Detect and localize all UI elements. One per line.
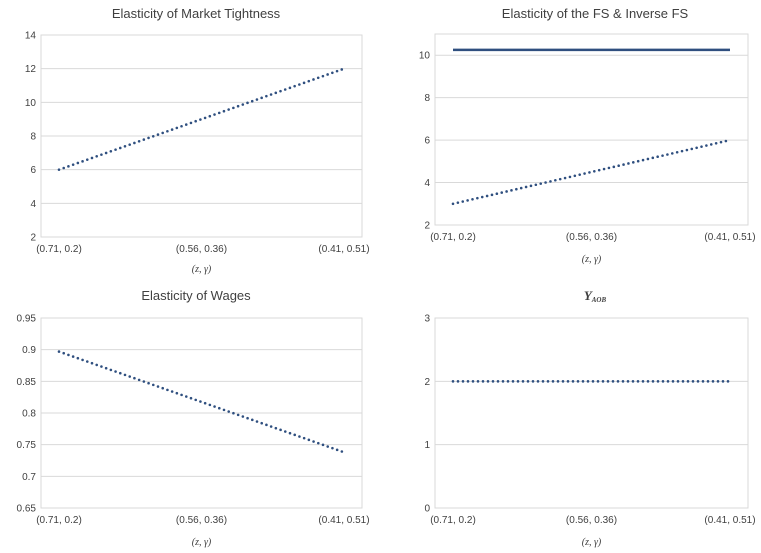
x-tick-label: (0.41, 0.51): [318, 515, 369, 526]
dotted-series-line: [57, 350, 346, 454]
x-tick-label: (0.71, 0.2): [430, 515, 476, 526]
y-tick-label: 2: [424, 377, 430, 388]
y-tick-label: 3: [424, 314, 430, 325]
chart-title: Elasticity of the FS & Inverse FS: [502, 6, 689, 21]
chart-panel-1: Elasticity of Market Tightness 2 4 6 8 10 12 14…: [25, 6, 370, 275]
x-tick-label: (0.71, 0.2): [36, 515, 82, 526]
y-tick-label: 0: [424, 504, 430, 515]
dotted-series-line: [451, 138, 732, 206]
y-tick-label: 14: [25, 31, 37, 42]
y-tick-label: 8: [30, 132, 36, 143]
x-tick-label: (0.56, 0.36): [176, 515, 227, 526]
dotted-series-line: [57, 67, 346, 171]
y-tick-label: 8: [424, 93, 430, 104]
y-tick-label: 0.65: [17, 504, 37, 515]
y-tick-label: 12: [25, 64, 37, 75]
plot-area: [434, 33, 749, 226]
y-tick-label: 0.75: [17, 440, 37, 451]
x-tick-label: (0.56, 0.36): [176, 244, 227, 255]
plot-area: [40, 317, 363, 509]
chart-panel-4: ΥAOB 0 1 2 3 (0.71, 0.2) (0.56, 0.36) (0.41, 0.…: [424, 288, 755, 548]
x-tick-label: (0.41, 0.51): [704, 232, 755, 243]
y-tick-label: 4: [424, 178, 430, 189]
x-axis-label: (z, γ): [582, 254, 602, 265]
y-tick-label: 2: [424, 221, 430, 232]
x-tick-label: (0.71, 0.2): [36, 244, 82, 255]
x-axis-label: (z, γ): [192, 264, 212, 275]
x-tick-label: (0.71, 0.2): [430, 232, 476, 243]
y-tick-label: 0.7: [22, 472, 36, 483]
y-tick-label: 2: [30, 233, 36, 244]
x-tick-label: (0.41, 0.51): [318, 244, 369, 255]
y-tick-label: 0.95: [17, 314, 37, 325]
y-tick-label: 4: [30, 199, 36, 210]
y-tick-label: 0.9: [22, 345, 36, 356]
y-tick-label: 6: [424, 136, 430, 147]
x-axis-label: (z, γ): [582, 537, 602, 548]
y-tick-label: 0.8: [22, 409, 36, 420]
plot-area: [434, 317, 749, 509]
plot-area: [40, 34, 363, 238]
x-axis-label: (z, γ): [192, 537, 212, 548]
y-tick-label: 0.85: [17, 377, 37, 388]
chart-title: Elasticity of Wages: [141, 288, 251, 303]
y-tick-label: 1: [424, 440, 430, 451]
chart-title: ΥAOB: [584, 288, 607, 304]
x-tick-label: (0.56, 0.36): [566, 232, 617, 243]
chart-title: Elasticity of Market Tightness: [112, 6, 281, 21]
x-tick-label: (0.56, 0.36): [566, 515, 617, 526]
y-tick-label: 10: [419, 51, 431, 62]
x-tick-label: (0.41, 0.51): [704, 515, 755, 526]
chart-title-subscript: AOB: [591, 296, 607, 304]
y-tick-label: 6: [30, 165, 36, 176]
chart-panel-3: Elasticity of Wages 0.65 0.7 0.75 0.8 0.85 0.9…: [17, 288, 370, 548]
y-tick-label: 10: [25, 98, 37, 109]
chart-panel-2: Elasticity of the FS & Inverse FS 2 4 6 8 10 (…: [419, 6, 756, 265]
